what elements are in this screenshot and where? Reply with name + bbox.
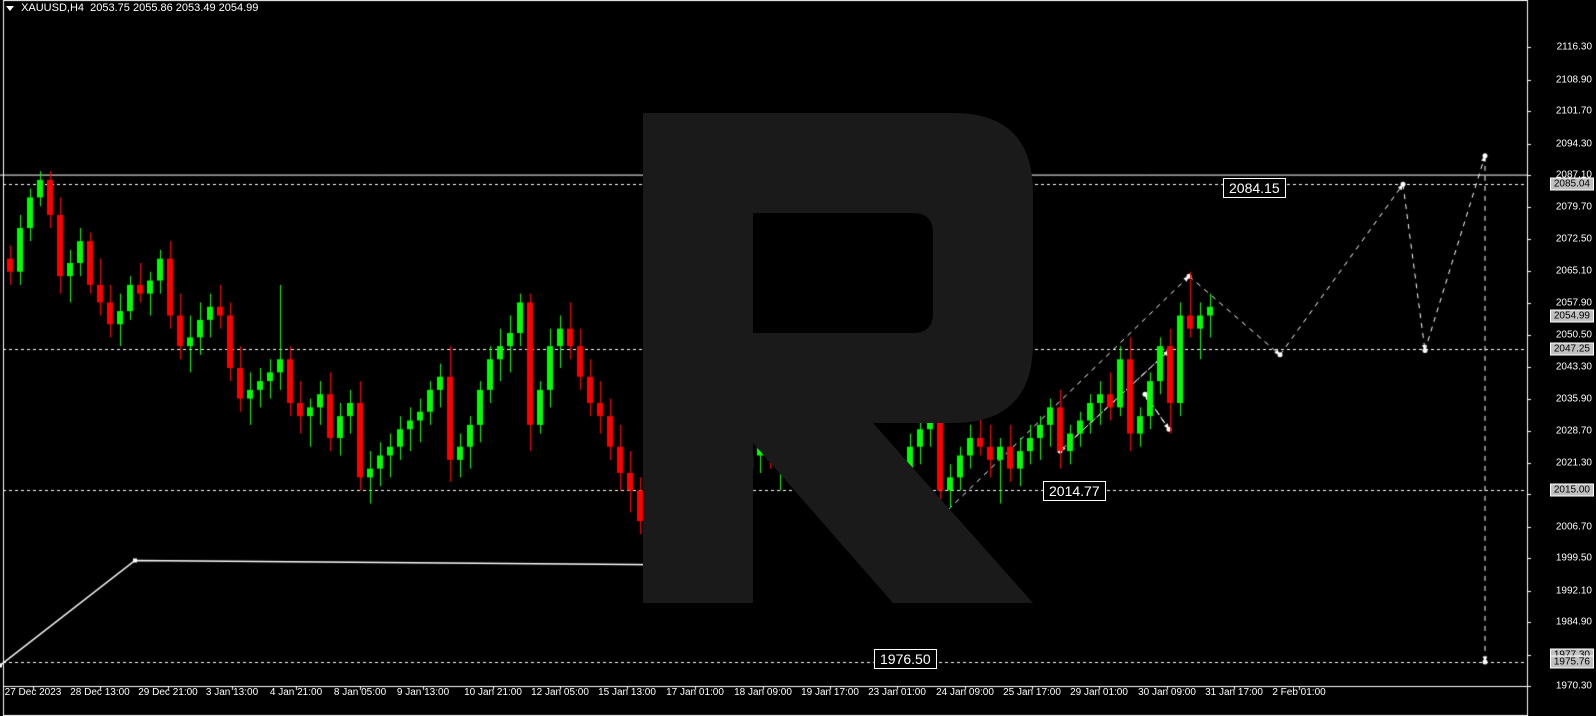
dropdown-triangle-icon	[6, 6, 14, 11]
price-annotation: 2014.77	[1043, 481, 1106, 501]
x-axis-tick: 27 Dec 2023	[5, 687, 62, 698]
timeframe-label: H4	[70, 2, 84, 14]
x-axis-tick: 12 Jan 05:00	[531, 687, 589, 698]
x-axis-tick: 15 Jan 13:00	[598, 687, 656, 698]
y-axis-tick: 1984.90	[1556, 617, 1592, 628]
x-axis-tick: 4 Jan 21:00	[270, 687, 322, 698]
x-axis-tick: 29 Dec 21:00	[138, 687, 198, 698]
x-axis-tick: 10 Jan 21:00	[464, 687, 522, 698]
x-axis-tick: 19 Jan 17:00	[801, 687, 859, 698]
y-axis-tick: 2072.50	[1556, 233, 1592, 244]
y-axis-tick: 2021.30	[1556, 457, 1592, 468]
x-axis-tick: 3 Jan 13:00	[206, 687, 258, 698]
ohlc-label: 2053.75 2055.86 2053.49 2054.99	[90, 2, 258, 14]
y-axis-tick: 2006.70	[1556, 521, 1592, 532]
y-axis-tick: 2057.90	[1556, 297, 1592, 308]
y-axis-tick: 1970.30	[1556, 681, 1592, 692]
x-axis-tick: 29 Jan 01:00	[1070, 687, 1128, 698]
y-axis-tick: 2116.30	[1557, 42, 1592, 53]
chart-title: XAUUSD,H4 2053.75 2055.86 2053.49 2054.9…	[6, 2, 258, 14]
y-axis-tick: 2065.10	[1556, 266, 1592, 277]
x-axis-tick: 31 Jan 17:00	[1205, 687, 1263, 698]
price-annotation: 1976.50	[874, 649, 937, 669]
price-level-marker: 2085.04	[1550, 178, 1594, 191]
price-level-marker: 2015.00	[1550, 484, 1594, 497]
y-axis-tick: 2108.90	[1556, 74, 1592, 85]
x-axis-tick: 25 Jan 17:00	[1003, 687, 1061, 698]
x-axis-tick: 2 Feb 01:00	[1272, 687, 1325, 698]
x-axis-tick: 24 Jan 09:00	[936, 687, 994, 698]
price-level-marker: 1975.76	[1550, 656, 1594, 669]
y-axis-tick: 2050.50	[1556, 330, 1592, 341]
chart-container[interactable]: XAUUSD,H4 2053.75 2055.86 2053.49 2054.9…	[0, 0, 1596, 716]
price-level-marker: 2047.25	[1550, 343, 1594, 356]
y-axis-tick: 2035.90	[1556, 394, 1592, 405]
y-axis-tick: 2094.30	[1556, 138, 1592, 149]
x-axis-tick: 8 Jan 05:00	[334, 687, 386, 698]
x-axis-tick: 18 Jan 09:00	[734, 687, 792, 698]
x-axis-tick: 30 Jan 09:00	[1138, 687, 1196, 698]
x-axis-tick: 9 Jan 13:00	[397, 687, 449, 698]
x-axis-tick: 23 Jan 01:00	[868, 687, 926, 698]
y-axis-tick: 2028.70	[1556, 425, 1592, 436]
y-axis-tick: 2043.30	[1556, 361, 1592, 372]
x-axis-tick: 28 Dec 13:00	[70, 687, 130, 698]
price-level-marker: 2054.99	[1550, 309, 1594, 322]
price-annotation: 2084.15	[1223, 178, 1286, 198]
symbol-label: XAUUSD	[21, 2, 67, 14]
y-axis-tick: 2079.70	[1556, 202, 1592, 213]
y-axis-tick: 1992.10	[1556, 585, 1592, 596]
y-axis-tick: 1999.50	[1556, 553, 1592, 564]
x-axis-tick: 17 Jan 01:00	[666, 687, 724, 698]
chart-canvas[interactable]	[0, 0, 1596, 716]
y-axis-tick: 2101.70	[1556, 106, 1592, 117]
